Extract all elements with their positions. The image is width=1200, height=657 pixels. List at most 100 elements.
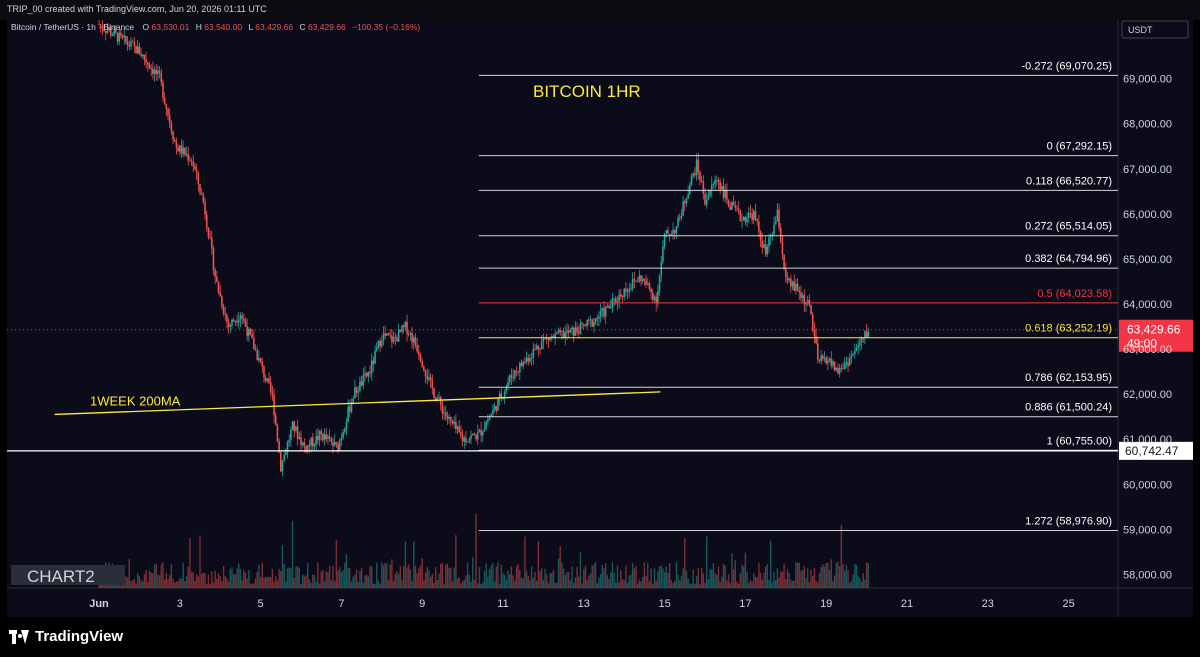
volume-bar [813,567,816,588]
candle-body [325,434,328,439]
volume-bar [206,583,208,588]
volume-bar [273,581,275,588]
candle-body [465,437,467,443]
time-tick-label: 5 [258,598,264,610]
volume-bar [133,578,136,588]
candle-body [104,30,107,33]
candle-body [694,173,696,176]
volume-bar [823,566,826,588]
candle-body [655,296,657,304]
volume-bar [323,581,326,588]
volume-bar [771,582,774,588]
volume-bar [645,575,647,588]
candle-body [269,382,272,393]
candle-body [747,212,750,219]
currency-box[interactable]: USDT [1121,20,1189,39]
candle-body [259,357,262,363]
legend-high-label: H [196,22,202,32]
volume-bar [296,566,299,588]
candle-body [374,350,376,364]
candle-body [867,331,870,338]
candle-body [855,347,858,351]
volume-bar [793,580,795,588]
volume-bar [271,568,274,588]
candle-body [364,373,366,376]
watermark-background [11,565,125,585]
time-tick-label: 17 [739,598,751,610]
candle-body [106,30,109,33]
volume-bar [761,579,763,588]
candle-body [194,166,196,170]
currency-box-frame [1121,20,1189,39]
candle-body [579,322,582,334]
current-price-badge[interactable] [1119,319,1193,352]
volume-bar [509,574,511,588]
created-by-text: TRIP_00 created with TradingView.com, Ju… [7,4,267,14]
candle-body [800,292,802,298]
candle-body [581,322,583,325]
volume-bar [679,580,681,588]
candle-body [143,54,146,60]
candle-body [692,173,695,176]
candle-body [566,330,568,333]
volume-bar [259,576,262,588]
volume-bar [721,576,723,588]
candle-body [370,360,373,374]
candle-body [138,46,141,55]
volume-bar [542,580,545,588]
candle-body [428,377,430,380]
volume-bar [263,577,265,588]
candle-body [808,299,811,305]
candle-body [150,68,152,70]
volume-bar [211,571,213,588]
volume-bar [170,564,173,588]
candle-body [298,437,301,439]
candle-body [182,147,184,155]
volume-bar [604,563,607,588]
volume-bar [261,562,263,588]
volume-bar [281,545,284,588]
volume-bar [440,563,442,588]
ma-line[interactable] [54,391,661,416]
volume-bar [739,573,742,588]
candle-body [712,184,715,185]
volume-bar [808,582,811,588]
volume-bar [362,582,364,588]
tradingview-logo[interactable]: TradingView [9,628,123,645]
volume-bar [436,580,439,588]
volume-bar [232,574,235,588]
volume-bar [835,563,837,588]
volume-bar [376,562,378,588]
candle-body [367,372,370,377]
volume-bar [498,583,501,588]
candle-body [133,42,136,46]
candle-body [801,295,804,298]
volume-bar [276,580,279,588]
volume-bar [404,541,407,588]
volume-bar [219,576,221,588]
volume-bar [754,576,757,588]
candle-body [237,319,240,323]
volume-bar [534,571,536,588]
volume-bar [704,582,706,588]
candle-body [268,378,270,383]
volume-bar [500,564,503,588]
volume-bar [455,535,457,588]
volume-bar [775,579,777,588]
candle-body [620,294,622,297]
chart-area[interactable]: -0.272 (69,070.25) 0 (67,292.15) 0.118 (66… [7,20,1193,617]
candle-body [774,221,777,225]
candle-body [167,108,169,116]
candle-body [485,422,487,429]
time-tick-label: 23 [982,598,994,610]
chart-svg[interactable]: -0.272 (69,070.25) 0 (67,292.15) 0.118 (66… [7,20,1193,617]
fib-level-label: 0.618 (63,252.19) [1025,323,1112,335]
candle-body [832,361,834,366]
volume-bar [503,574,506,588]
volume-bar [406,567,408,588]
time-axis[interactable]: Jun 3 5 7 9 11 13 15 17 19 21 23 25 [89,598,1075,610]
candle-body [397,330,400,342]
price-axis[interactable]: 58,000.00 59,000.00 60,000.00 61,000.00 62,0… [1123,74,1172,582]
candle-body [226,315,228,322]
legend-change: −100.35 (−0.16%) [352,22,420,32]
